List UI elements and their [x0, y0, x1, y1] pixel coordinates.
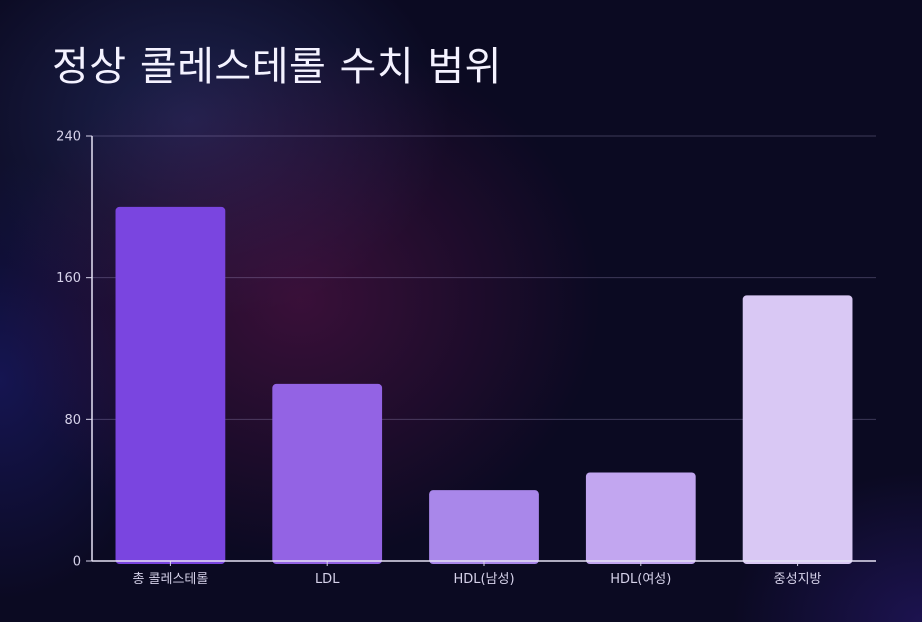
- x-tick-label: LDL: [315, 572, 340, 587]
- x-tick-labels: 총 콜레스테롤 LDL HDL(남성) HDL(여성) 중성지방: [132, 572, 821, 587]
- bar: [585, 472, 696, 564]
- axes: [86, 135, 876, 566]
- y-tick-label: 80: [64, 413, 81, 428]
- x-tick-label: HDL(남성): [453, 572, 514, 587]
- y-tick-label: 0: [73, 555, 81, 570]
- x-tick-label: HDL(여성): [610, 572, 671, 587]
- bar: [115, 206, 226, 565]
- bar: [429, 490, 539, 564]
- y-tick-label: 160: [56, 271, 81, 286]
- bars: [115, 206, 853, 565]
- chart-title: 정상 콜레스테롤 수치 범위: [52, 44, 502, 90]
- bar: [272, 383, 383, 564]
- bar: [742, 295, 853, 564]
- x-tick-label: 중성지방: [774, 572, 822, 587]
- y-tick-label: 240: [56, 130, 81, 145]
- x-tick-label: 총 콜레스테롤: [132, 572, 208, 587]
- y-tick-labels: 0 80 160 240: [56, 130, 81, 570]
